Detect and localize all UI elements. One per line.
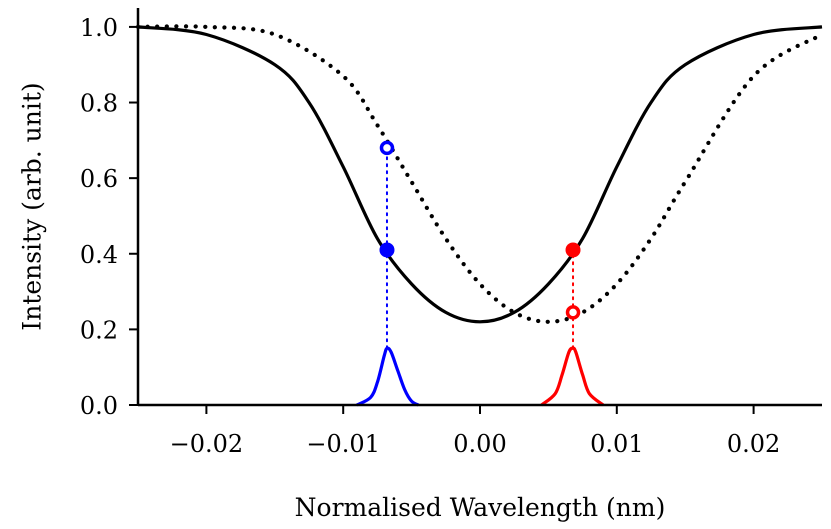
y-axis-label: Intensity (arb. unit) [18,82,47,330]
x-tick-label: −0.02 [170,430,244,458]
y-tick-label: 0.2 [80,316,118,344]
dotted-series-line [135,24,825,324]
x-tick-label: −0.01 [306,430,380,458]
series-line [356,346,420,407]
filled-marker [379,242,395,258]
x-tick-label: 0.00 [453,430,506,458]
plot-area [135,24,825,407]
y-tick-label: 0.6 [80,165,118,193]
open-marker [565,305,581,320]
y-tick-label: 1.0 [80,14,118,42]
filled-marker [565,242,581,258]
x-tick-label: 0.02 [727,430,780,458]
open-marker [379,140,395,156]
y-tick-label: 0.8 [80,90,118,118]
x-ticks: −0.02 −0.01 0.00 0.01 0.02 [170,405,780,458]
y-tick-label: 0.4 [80,241,118,269]
y-ticks: 0.0 0.2 0.4 0.6 0.8 1.0 [80,14,138,420]
series-line [540,346,605,407]
x-axis-label: Normalised Wavelength (nm) [295,493,666,522]
series-line [137,25,823,324]
x-tick-label: 0.01 [590,430,643,458]
y-tick-label: 0.0 [80,392,118,420]
